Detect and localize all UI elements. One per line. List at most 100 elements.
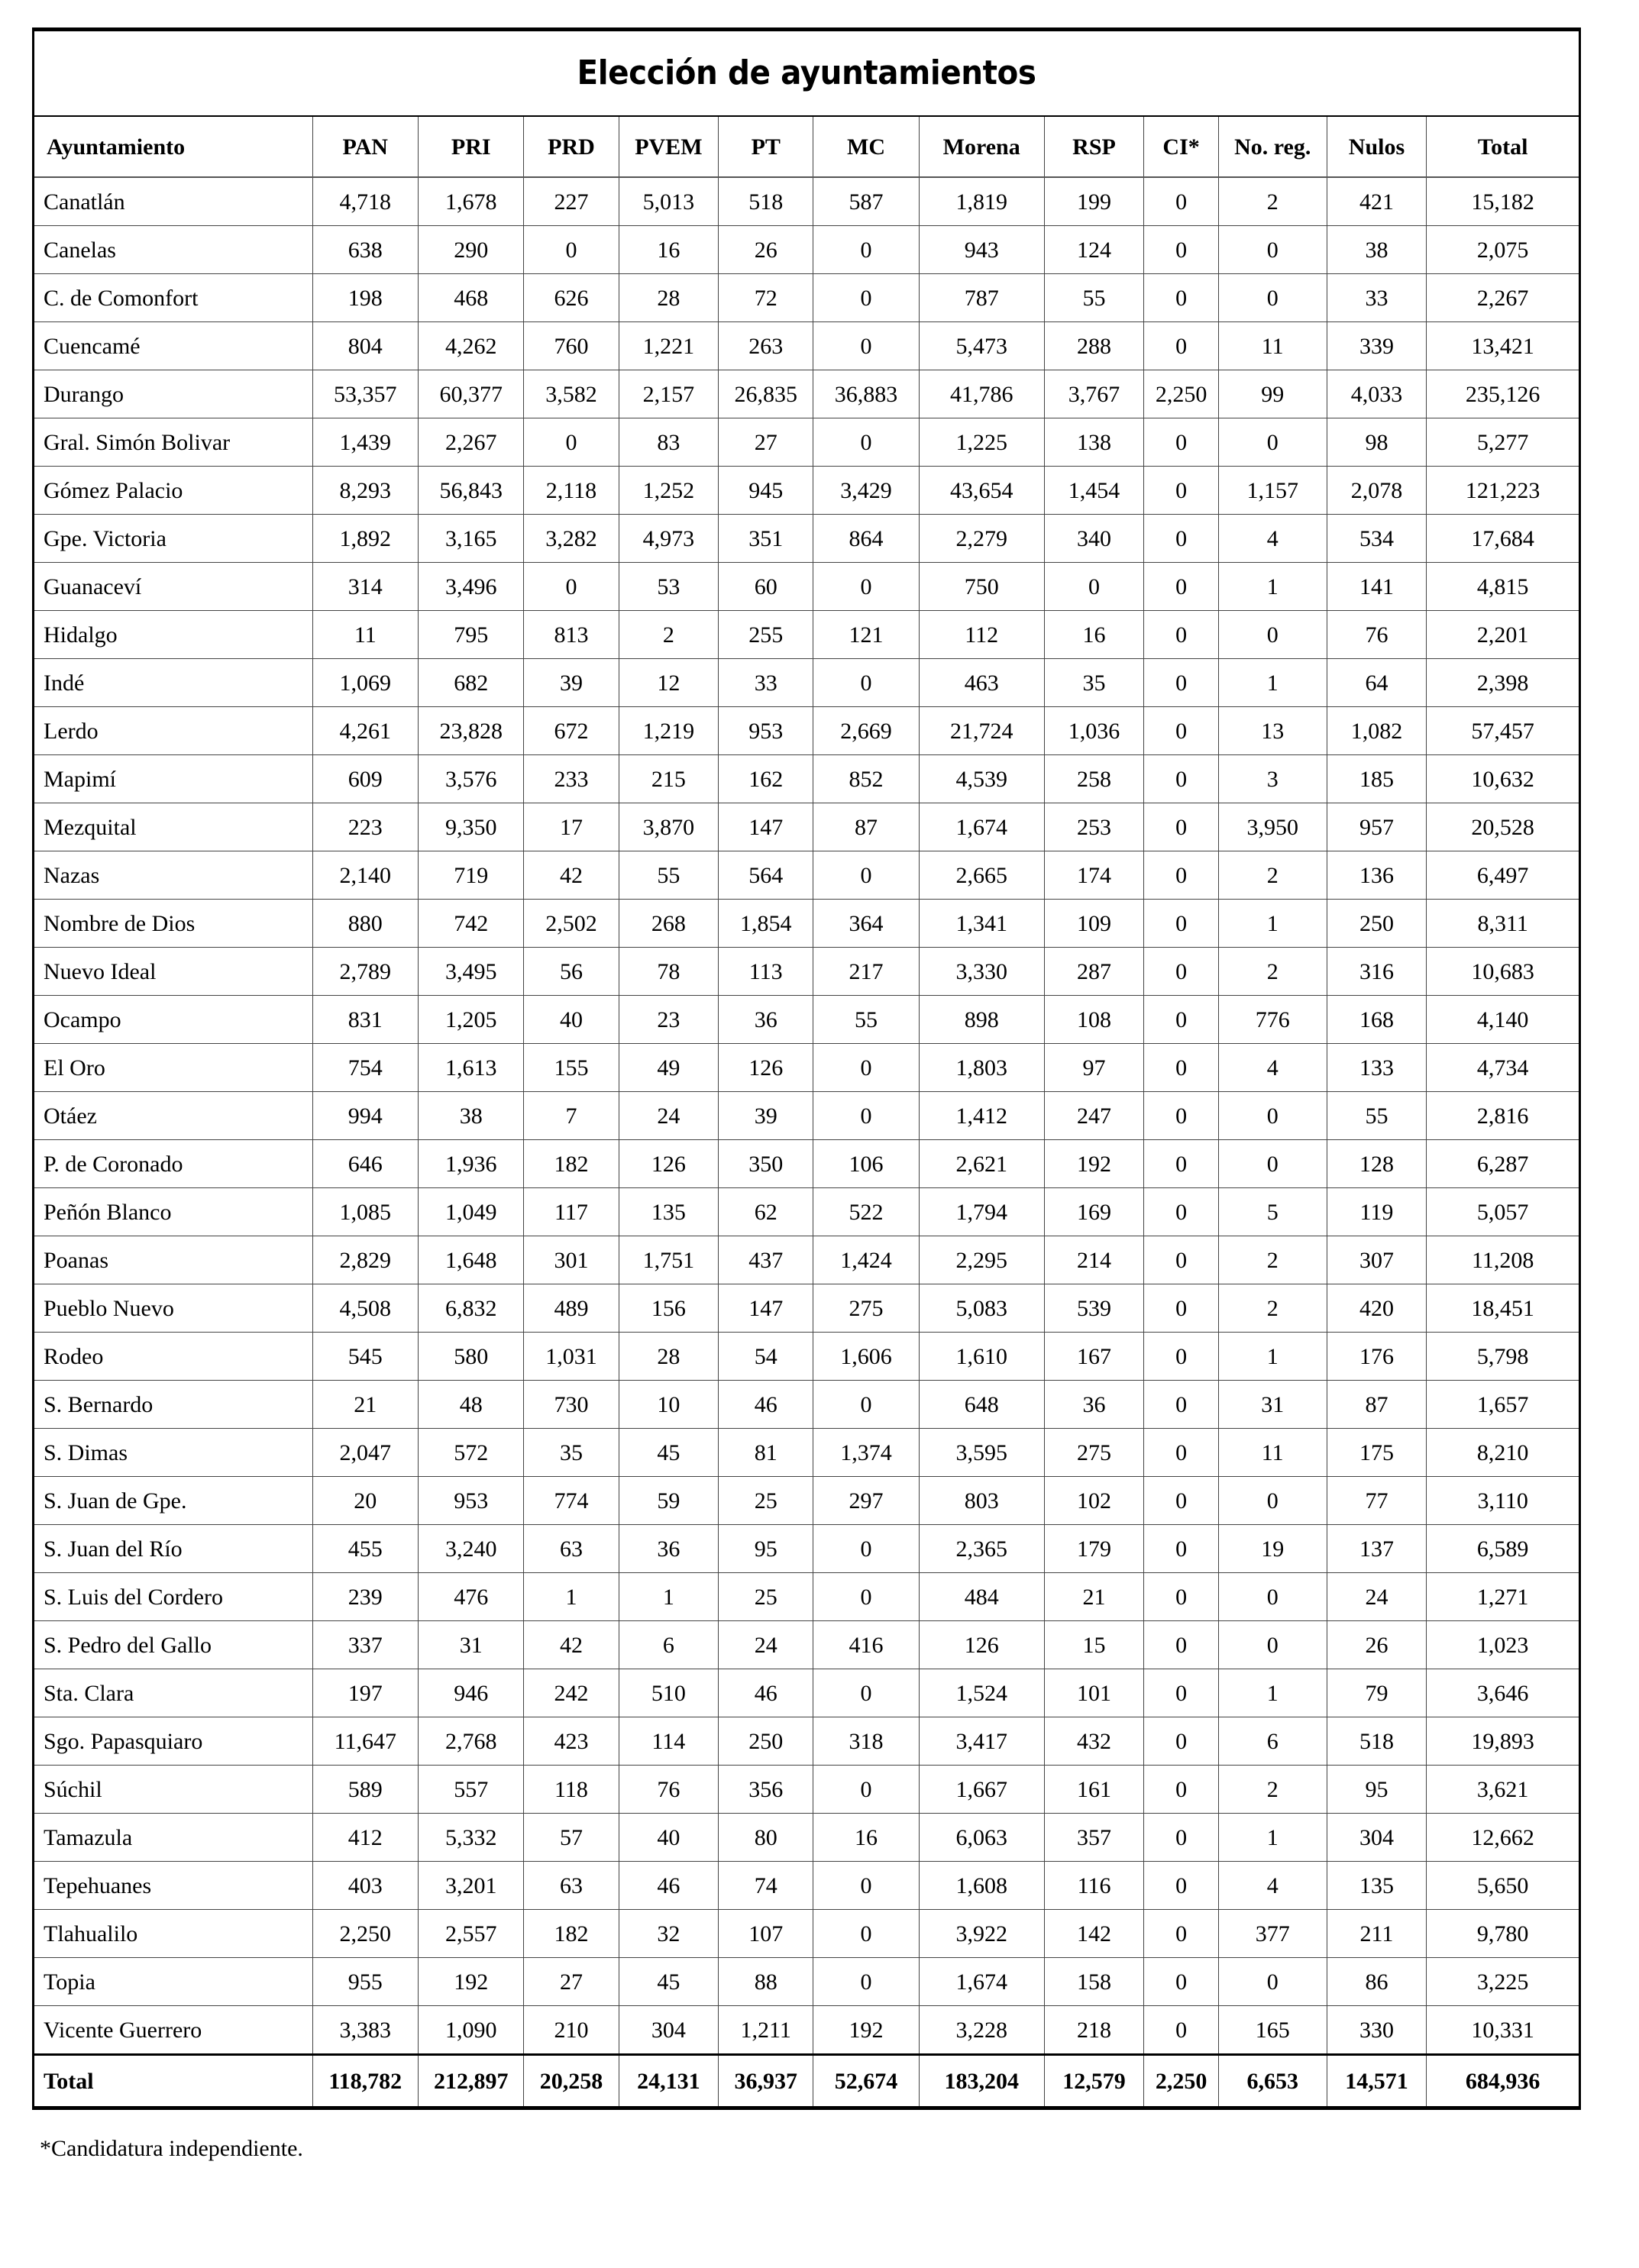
cell-value: 1,674 (918, 1957, 1045, 2006)
cell-value: 31 (417, 1620, 525, 1669)
cell-value: 35 (523, 1428, 619, 1477)
cell-value: 52,674 (813, 2053, 920, 2108)
cell-value: 11,647 (312, 1717, 419, 1766)
cell-value: 1 (618, 1572, 719, 1621)
cell-value: 5 (1217, 1187, 1327, 1236)
cell-value: 112 (918, 610, 1045, 659)
cell-value: 0 (1217, 1620, 1327, 1669)
table-row: S. Juan del Río 455 3,240 63 36 95 0 2,365 179 0 1… (33, 1524, 1580, 1573)
cell-value: 1,082 (1326, 706, 1427, 755)
cell-value: 813 (523, 610, 619, 659)
cell-value: 0 (1217, 1572, 1327, 1621)
cell-value: 12 (618, 658, 719, 707)
cell-value: 33 (718, 658, 814, 707)
cell-value: 26 (1326, 1620, 1427, 1669)
cell-value: 545 (312, 1332, 419, 1381)
cell-value: 0 (1143, 610, 1219, 659)
cell-value: 63 (523, 1524, 619, 1573)
cell-value: 45 (618, 1957, 719, 2006)
cell-value: 955 (312, 1957, 419, 2006)
cell-value: 468 (417, 273, 525, 322)
cell-value: 0 (1143, 1717, 1219, 1766)
cell-municipality: Poanas (33, 1236, 313, 1284)
cell-value: 57 (523, 1813, 619, 1862)
cell-value: 8,311 (1426, 899, 1580, 948)
cell-value: 3,282 (523, 514, 619, 563)
cell-value: 0 (1217, 1476, 1327, 1525)
cell-municipality: Gral. Simón Bolivar (33, 418, 313, 467)
cell-value: 128 (1326, 1139, 1427, 1188)
cell-value: 0 (1143, 1332, 1219, 1381)
cell-value: 2 (1217, 1765, 1327, 1814)
cell-value: 55 (813, 995, 920, 1044)
cell-municipality: S. Dimas (33, 1428, 313, 1477)
cell-value: 0 (1143, 803, 1219, 851)
cell-value: 557 (417, 1765, 525, 1814)
cell-value: 0 (813, 1765, 920, 1814)
cell-value: 1,524 (918, 1669, 1045, 1717)
cell-value: 27 (718, 418, 814, 467)
cell-value: 2,398 (1426, 658, 1580, 707)
cell-value: 275 (1043, 1428, 1145, 1477)
cell-value: 0 (1143, 1476, 1219, 1525)
cell-municipality: Rodeo (33, 1332, 313, 1381)
cell-value: 0 (813, 1572, 920, 1621)
cell-value: 19,893 (1426, 1717, 1580, 1766)
cell-value: 1,454 (1043, 466, 1145, 515)
cell-value: 215 (618, 754, 719, 803)
table-row: Mapimí 609 3,576 233 215 162 852 4,539 258 0 3 185 1… (33, 754, 1580, 803)
cell-value: 1,794 (918, 1187, 1045, 1236)
cell-value: 106 (813, 1139, 920, 1188)
cell-value: 0 (1143, 1236, 1219, 1284)
cell-value: 518 (718, 176, 814, 226)
cell-value: 2,047 (312, 1428, 419, 1477)
cell-value: 774 (523, 1476, 619, 1525)
cell-value: 24 (718, 1620, 814, 1669)
cell-value: 0 (1143, 562, 1219, 611)
cell-value: 192 (1043, 1139, 1145, 1188)
cell-value: 17,684 (1426, 514, 1580, 563)
cell-value: 182 (523, 1139, 619, 1188)
cell-value: 1,023 (1426, 1620, 1580, 1669)
cell-value: 350 (718, 1139, 814, 1188)
cell-municipality: Otáez (33, 1091, 313, 1140)
cell-value: 176 (1326, 1332, 1427, 1381)
cell-value: 564 (718, 851, 814, 900)
table-row: Otáez 994 38 7 24 39 0 1,412 247 0 0 55 2,816 (33, 1091, 1580, 1140)
cell-value: 572 (417, 1428, 525, 1477)
table-row: Guanaceví 314 3,496 0 53 60 0 750 0 0 1 141 4,815 (33, 562, 1580, 611)
cell-value: 36,883 (813, 370, 920, 418)
cell-value: 11,208 (1426, 1236, 1580, 1284)
cell-value: 3,429 (813, 466, 920, 515)
cell-value: 210 (523, 2005, 619, 2055)
cell-value: 1,439 (312, 418, 419, 467)
cell-value: 88 (718, 1957, 814, 2006)
cell-value: 2,250 (1143, 2053, 1219, 2108)
cell-value: 36 (718, 995, 814, 1044)
table-title-row: Elección de ayuntamientos (33, 29, 1580, 117)
cell-value: 155 (523, 1043, 619, 1092)
cell-value: 0 (1143, 418, 1219, 467)
cell-value: 1,424 (813, 1236, 920, 1284)
cell-value: 1,225 (918, 418, 1045, 467)
table-row: Indé 1,069 682 39 12 33 0 463 35 0 1 64 2,398 (33, 658, 1580, 707)
cell-value: 39 (718, 1091, 814, 1140)
cell-value: 10 (618, 1380, 719, 1429)
cell-value: 0 (813, 1380, 920, 1429)
cell-value: 1 (1217, 562, 1327, 611)
table-row: Ocampo 831 1,205 40 23 36 55 898 108 0 776 168 4,140 (33, 995, 1580, 1044)
cell-value: 2,267 (1426, 273, 1580, 322)
cell-value: 0 (1143, 1284, 1219, 1333)
cell-value: 192 (813, 2005, 920, 2055)
cell-value: 175 (1326, 1428, 1427, 1477)
cell-value: 7 (523, 1091, 619, 1140)
cell-value: 55 (1043, 273, 1145, 322)
cell-municipality: Cuencamé (33, 321, 313, 370)
cell-value: 776 (1217, 995, 1327, 1044)
cell-value: 1,036 (1043, 706, 1145, 755)
cell-value: 135 (1326, 1861, 1427, 1910)
cell-value: 4,815 (1426, 562, 1580, 611)
column-header-total: Total (1426, 115, 1580, 178)
cell-value: 750 (918, 562, 1045, 611)
cell-value: 0 (813, 1861, 920, 1910)
